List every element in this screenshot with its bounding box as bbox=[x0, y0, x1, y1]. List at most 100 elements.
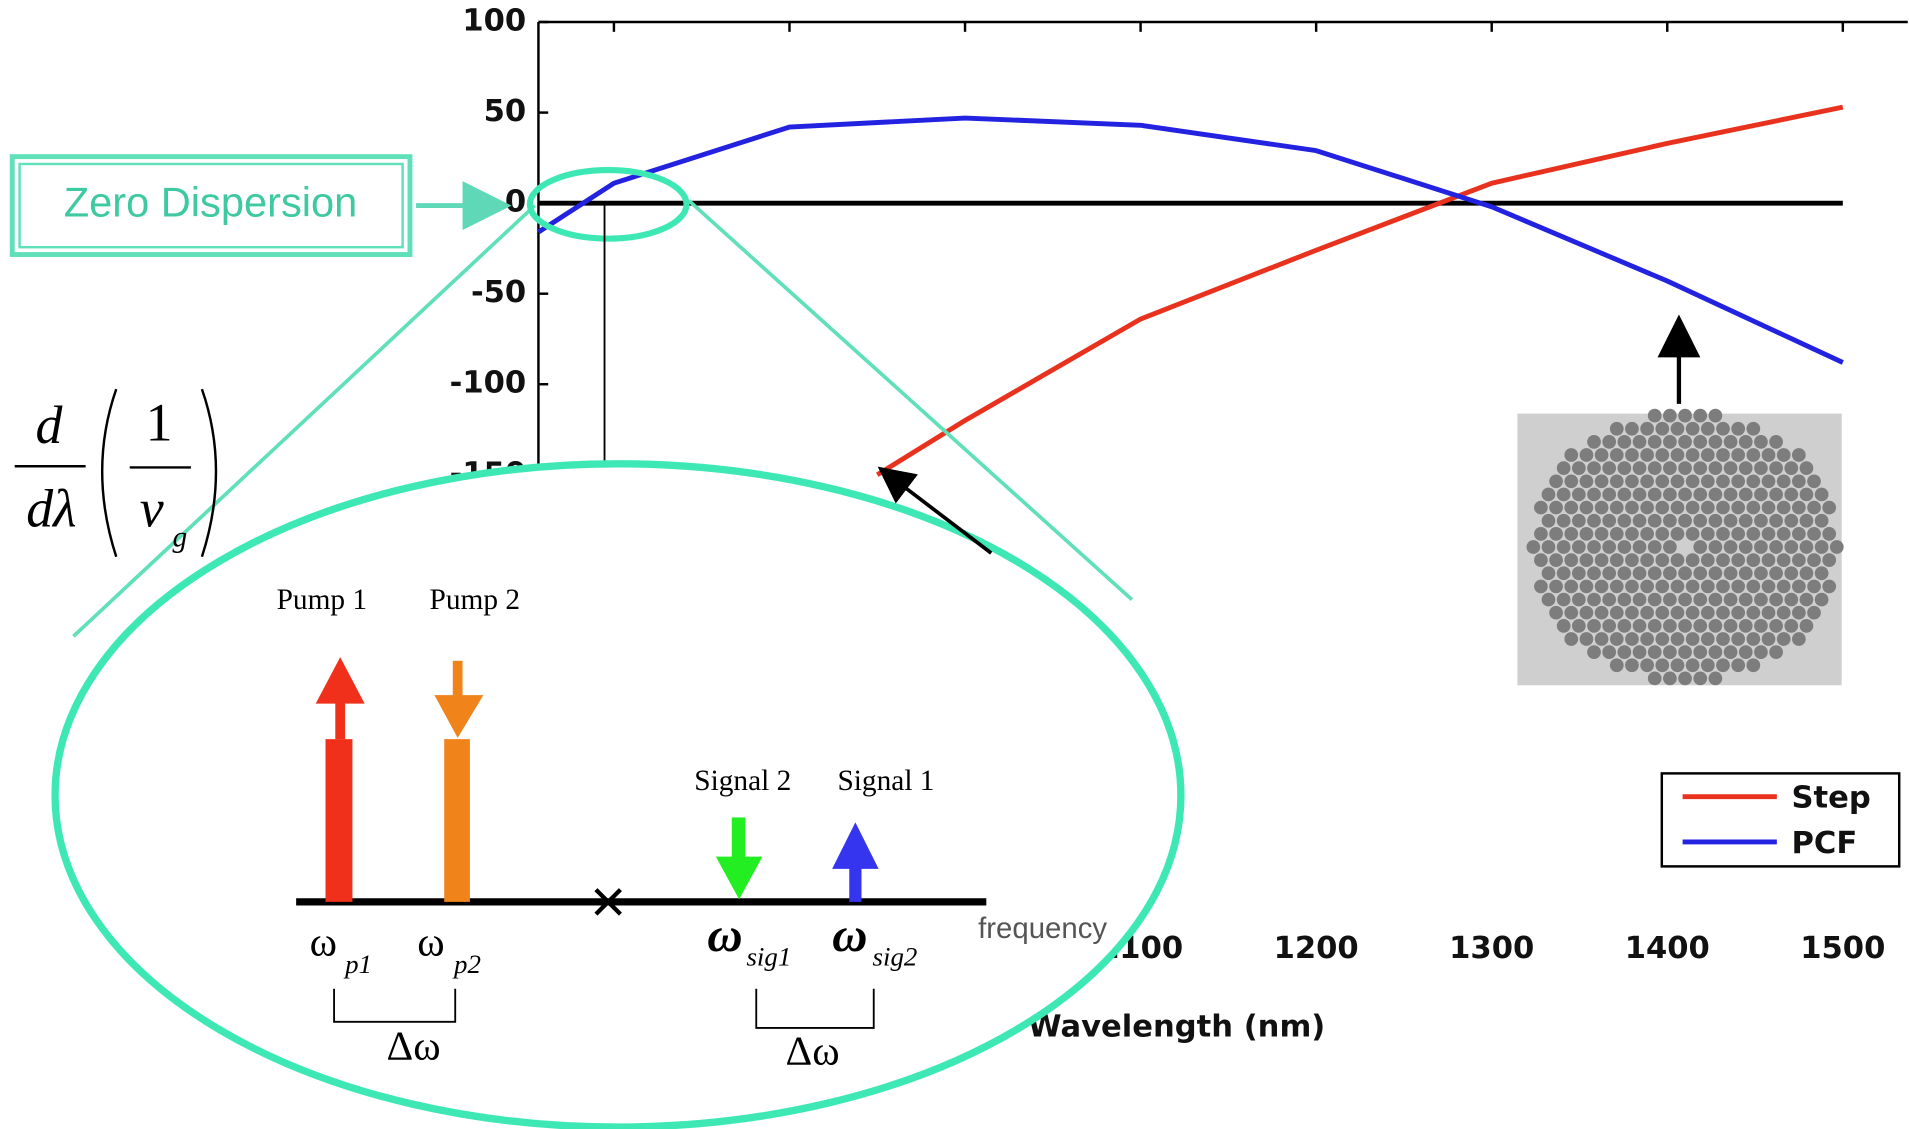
axis-label: frequency bbox=[978, 912, 1107, 945]
pcf-hole bbox=[1685, 474, 1700, 489]
pcf-hole bbox=[1723, 566, 1738, 581]
pcf-hole bbox=[1754, 618, 1768, 633]
pcf-hole bbox=[1776, 553, 1791, 567]
pcf-hole bbox=[1549, 579, 1563, 594]
pcf-hole bbox=[1754, 566, 1768, 581]
pcf-hole bbox=[1587, 435, 1601, 449]
pcf-hole bbox=[1807, 605, 1821, 620]
pcf-hole bbox=[1754, 435, 1768, 449]
pcf-hole bbox=[1716, 448, 1730, 462]
pcf-hole bbox=[1731, 421, 1746, 436]
series-line bbox=[537, 115, 1844, 365]
pcf-hole bbox=[1647, 435, 1662, 449]
pcf-hole bbox=[1640, 527, 1654, 541]
pcf-hole bbox=[1655, 500, 1670, 515]
pcf-hole bbox=[1776, 500, 1791, 515]
pcf-hole bbox=[1761, 500, 1776, 515]
pcf-hole bbox=[1594, 553, 1609, 567]
pcf-hole bbox=[1640, 632, 1654, 646]
pcf-hole bbox=[1738, 566, 1753, 581]
pcf-hole bbox=[1663, 408, 1677, 423]
pcf-hole bbox=[1693, 435, 1708, 449]
pcf-hole bbox=[1670, 474, 1685, 489]
pcf-hole bbox=[1761, 579, 1776, 594]
formula-inner-den: v bbox=[140, 478, 164, 538]
pcf-hole bbox=[1829, 540, 1844, 554]
pcf-hole bbox=[1731, 632, 1746, 646]
pump-label: Pump 2 bbox=[430, 584, 521, 616]
pcf-hole bbox=[1647, 618, 1662, 633]
pcf-hole bbox=[1716, 579, 1730, 594]
pcf-hole bbox=[1625, 605, 1639, 620]
pcf-hole bbox=[1556, 566, 1571, 581]
pcf-hole bbox=[1602, 645, 1617, 659]
pcf-hole bbox=[1632, 540, 1647, 554]
pcf-hole bbox=[1587, 461, 1601, 476]
pcf-hole bbox=[1784, 566, 1799, 581]
pcf-hole bbox=[1746, 500, 1761, 515]
pcf-hole bbox=[1761, 553, 1776, 567]
pcf-hole bbox=[1609, 474, 1624, 489]
pcf-hole bbox=[1655, 474, 1670, 489]
pump1-arrow bbox=[315, 657, 365, 704]
y-tick-label: -50 bbox=[471, 275, 526, 310]
pcf-hole bbox=[1700, 527, 1715, 541]
pcf-hole bbox=[1647, 671, 1662, 686]
pcf-hole bbox=[1754, 592, 1768, 607]
pcf-hole bbox=[1617, 540, 1632, 554]
pcf-hole bbox=[1776, 474, 1791, 489]
pcf-hole bbox=[1708, 487, 1723, 502]
pcf-hole bbox=[1534, 553, 1548, 567]
pcf-hole bbox=[1663, 435, 1677, 449]
y-tick-label: 100 bbox=[462, 4, 526, 39]
pcf-hole bbox=[1708, 566, 1723, 581]
pcf-hole bbox=[1746, 421, 1761, 436]
pcf-hole bbox=[1700, 632, 1715, 646]
pcf-hole bbox=[1647, 513, 1662, 528]
pcf-hole bbox=[1769, 487, 1783, 502]
pcf-hole bbox=[1792, 448, 1806, 462]
pcf-hole bbox=[1541, 513, 1556, 528]
pcf-hole bbox=[1738, 435, 1753, 449]
pcf-hole bbox=[1655, 421, 1670, 436]
pcf-hole bbox=[1784, 513, 1799, 528]
pcf-hole bbox=[1678, 408, 1692, 423]
pcf-hole bbox=[1571, 592, 1586, 607]
pcf-hole bbox=[1632, 645, 1647, 659]
pcf-hole bbox=[1693, 540, 1708, 554]
pcf-hole bbox=[1685, 632, 1700, 646]
pcf-hole bbox=[1663, 592, 1677, 607]
pcf-hole bbox=[1609, 658, 1624, 673]
zoom-detail bbox=[51, 460, 1185, 1129]
pcf-hole bbox=[1776, 448, 1791, 462]
pcf-hole bbox=[1761, 605, 1776, 620]
pcf-hole bbox=[1556, 540, 1571, 554]
pcf-hole bbox=[1685, 579, 1700, 594]
freq-sub: p2 bbox=[452, 949, 481, 979]
pcf-hole bbox=[1799, 618, 1814, 633]
pump1-arrow bbox=[335, 699, 346, 740]
bracket bbox=[333, 988, 457, 1023]
delta-label: Δω bbox=[785, 1027, 839, 1073]
pcf-hole bbox=[1746, 527, 1761, 541]
pcf-hole bbox=[1807, 553, 1821, 567]
pcf-hole bbox=[1731, 553, 1746, 567]
pcf-hole bbox=[1609, 605, 1624, 620]
pcf-hole bbox=[1738, 645, 1753, 659]
pcf-hole bbox=[1564, 579, 1579, 594]
pcf-hole bbox=[1587, 540, 1601, 554]
pcf-hole bbox=[1807, 474, 1821, 489]
pcf-hole bbox=[1769, 461, 1783, 476]
pcf-hole bbox=[1792, 579, 1806, 594]
paren bbox=[100, 388, 118, 558]
freq-symbol: ω bbox=[707, 907, 742, 962]
pcf-hole bbox=[1632, 435, 1647, 449]
pcf-hole bbox=[1700, 658, 1715, 673]
pcf-hole bbox=[1534, 579, 1548, 594]
pcf-hole bbox=[1602, 461, 1617, 476]
pump1-bar bbox=[325, 739, 353, 902]
pcf-hole bbox=[1723, 513, 1738, 528]
pcf-hole bbox=[1579, 500, 1594, 515]
pcf-hole bbox=[1738, 618, 1753, 633]
pcf-hole bbox=[1594, 605, 1609, 620]
